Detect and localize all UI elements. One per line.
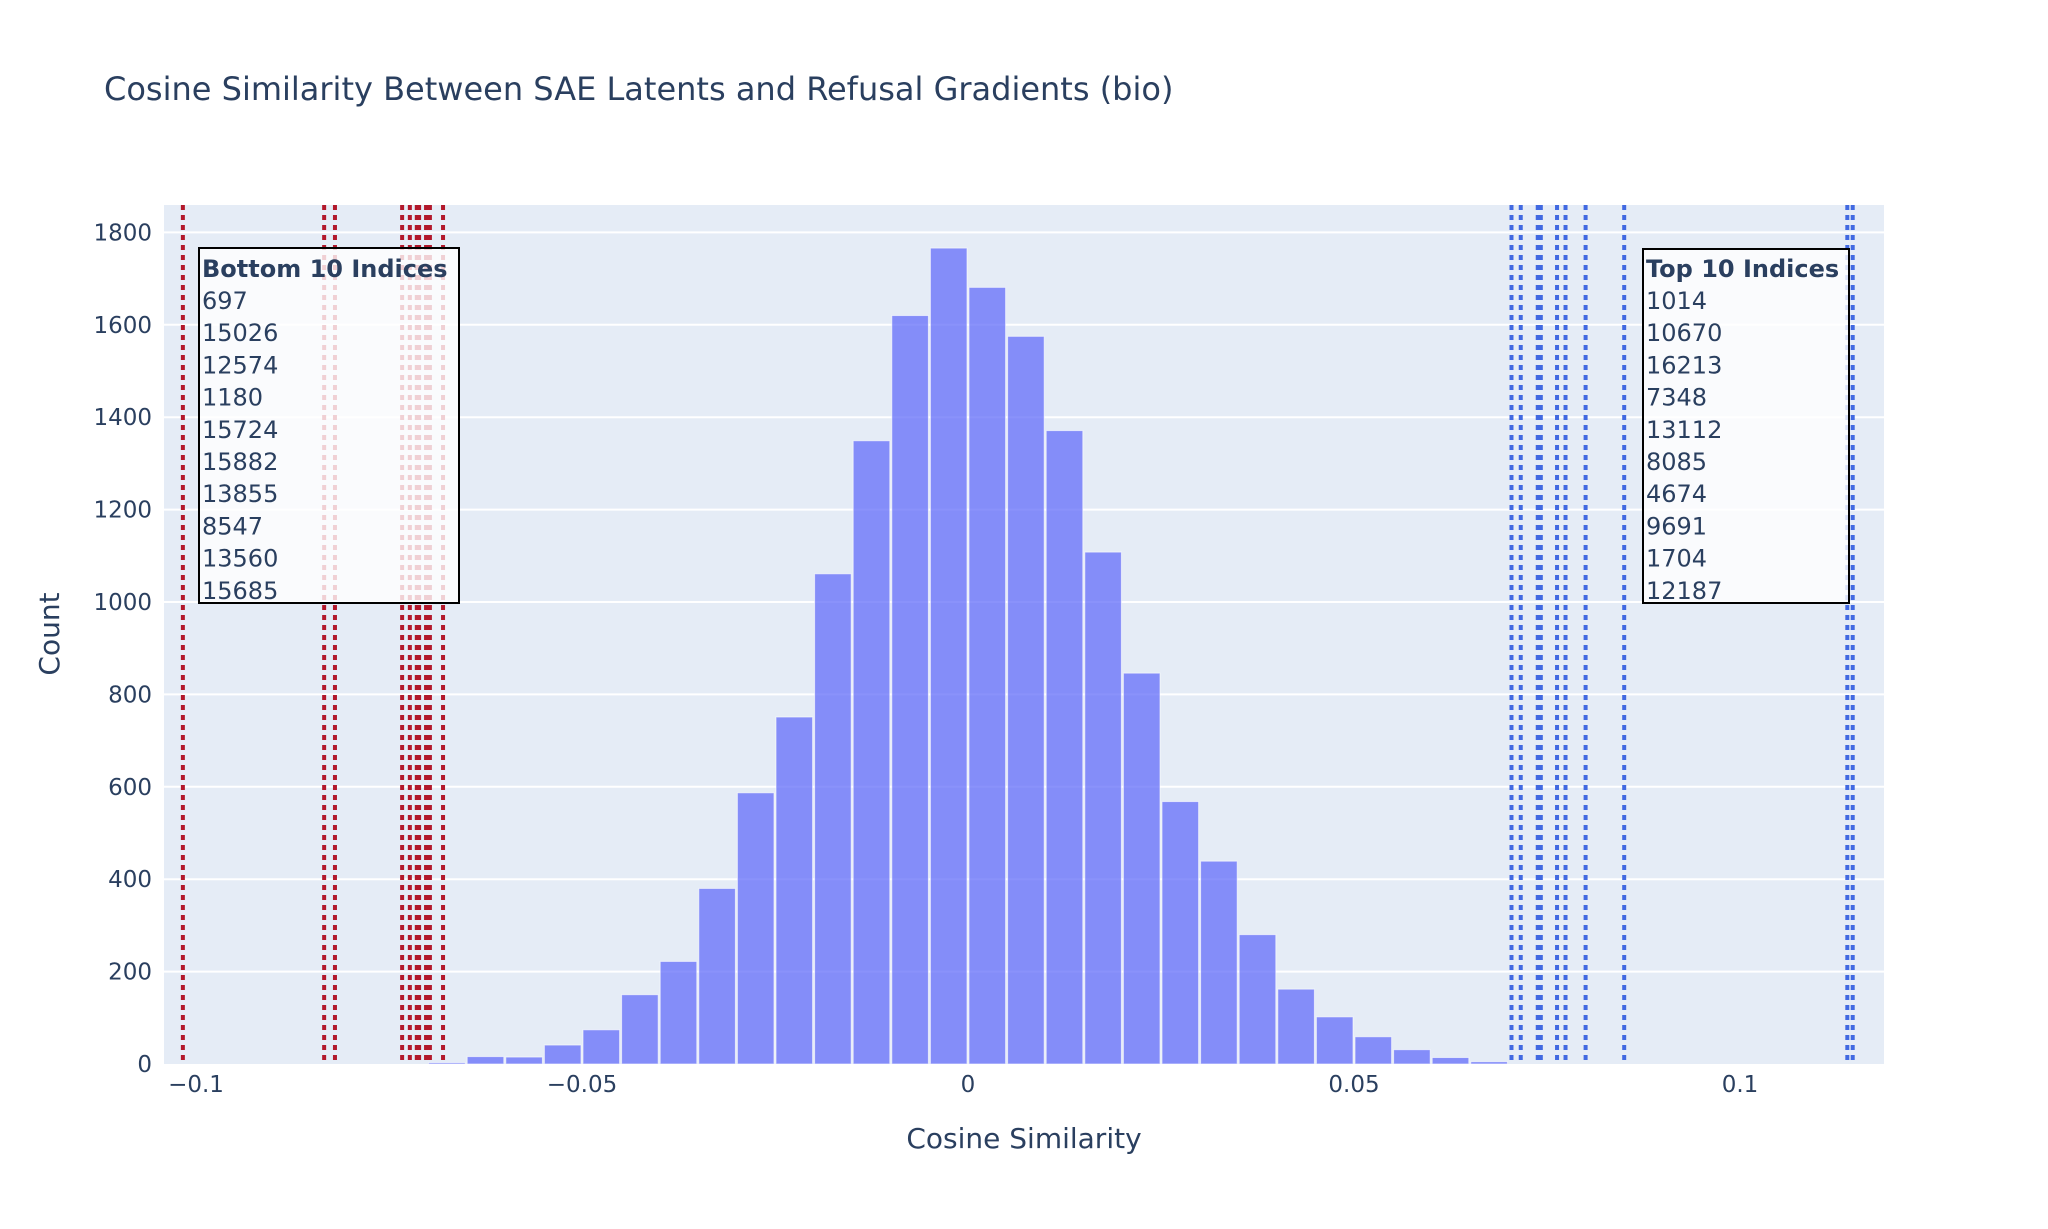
y-tick-label: 1200: [93, 498, 152, 524]
x-tick-label: 0.05: [1328, 1072, 1379, 1098]
y-axis-title: Count: [33, 592, 66, 675]
histogram-bar: [1007, 335, 1045, 1065]
index-item: 8547: [202, 512, 263, 540]
histogram-bar: [543, 1044, 582, 1065]
histogram-bar: [1354, 1036, 1393, 1065]
index-item: 8085: [1646, 448, 1707, 476]
y-tick-label: 800: [108, 682, 152, 708]
histogram-bar: [466, 1056, 505, 1065]
index-item: 15724: [202, 416, 278, 444]
y-tick-label: 0: [137, 1052, 152, 1078]
y-axis-ticks: 0 200 400 600 800 1000 1200 1400 1600 1800: [93, 220, 152, 1078]
bottom-indices-header: Bottom 10 Indices: [202, 255, 448, 283]
bottom-indices-annotation: Bottom 10 Indices 697 15026 12574 1180 15724…: [198, 247, 460, 605]
index-item: 13855: [202, 480, 278, 508]
y-tick-label: 200: [108, 960, 152, 986]
histogram-bars: [428, 247, 1508, 1065]
histogram-bar: [659, 960, 698, 1065]
x-axis-ticks: −0.1 −0.05 0 0.05 0.1: [168, 1072, 1758, 1098]
histogram-bar: [775, 716, 814, 1065]
y-tick-label: 600: [108, 775, 152, 801]
y-tick-label: 1400: [93, 405, 152, 431]
histogram-bar: [1238, 934, 1277, 1065]
y-tick-label: 1000: [93, 590, 152, 616]
histogram-bar: [428, 1062, 466, 1065]
index-item: 10670: [1646, 319, 1722, 347]
top-indices-box: [1642, 248, 1850, 604]
histogram-bar: [1084, 551, 1122, 1065]
histogram-bar: [1393, 1049, 1431, 1065]
top-indices-annotation: Top 10 Indices 1014 10670 16213 7348 13112 80…: [1642, 248, 1850, 605]
index-item: 13560: [202, 545, 278, 573]
index-item: 1180: [202, 384, 263, 412]
histogram-bar: [852, 440, 891, 1065]
histogram-bar: [698, 887, 736, 1065]
histogram-bar: [736, 792, 775, 1065]
chart-title: Cosine Similarity Between SAE Latents an…: [104, 70, 1173, 108]
histogram-bar: [1315, 1016, 1354, 1065]
index-item: 9691: [1646, 512, 1707, 540]
bottom-indices-box: [198, 247, 460, 604]
index-item: 15882: [202, 448, 278, 476]
histogram-bar: [1277, 988, 1315, 1065]
x-axis-title: Cosine Similarity: [906, 1122, 1141, 1155]
index-item: 697: [202, 287, 248, 315]
histogram-bar: [1045, 430, 1084, 1065]
x-tick-label: −0.1: [168, 1072, 224, 1098]
top-indices-header: Top 10 Indices: [1646, 255, 1839, 283]
y-tick-label: 400: [108, 867, 152, 893]
histogram-bar: [505, 1056, 543, 1065]
x-tick-label: −0.05: [547, 1072, 617, 1098]
histogram-bar: [814, 573, 852, 1065]
histogram-bar: [1470, 1061, 1508, 1065]
histogram-bar: [1122, 672, 1161, 1065]
histogram-bar: [1200, 860, 1238, 1065]
index-item: 12187: [1646, 577, 1722, 605]
index-item: 15685: [202, 577, 278, 605]
index-item: 13112: [1646, 416, 1722, 444]
index-item: 7348: [1646, 384, 1707, 412]
index-item: 4674: [1646, 480, 1707, 508]
histogram-bar: [621, 994, 659, 1065]
histogram-bar: [968, 286, 1007, 1065]
index-item: 12574: [202, 351, 278, 379]
x-tick-label: 0: [961, 1072, 976, 1098]
x-tick-label: 0.1: [1722, 1072, 1759, 1098]
index-item: 16213: [1646, 351, 1722, 379]
histogram-bar: [891, 315, 929, 1065]
histogram-bar: [582, 1029, 621, 1065]
histogram-bar: [929, 247, 968, 1065]
index-item: 15026: [202, 319, 278, 347]
y-tick-label: 1800: [93, 220, 152, 246]
index-item: 1014: [1646, 287, 1707, 315]
histogram-bar: [1431, 1057, 1470, 1065]
y-tick-label: 1600: [93, 313, 152, 339]
index-item: 1704: [1646, 545, 1707, 573]
histogram-bar: [1161, 801, 1200, 1065]
